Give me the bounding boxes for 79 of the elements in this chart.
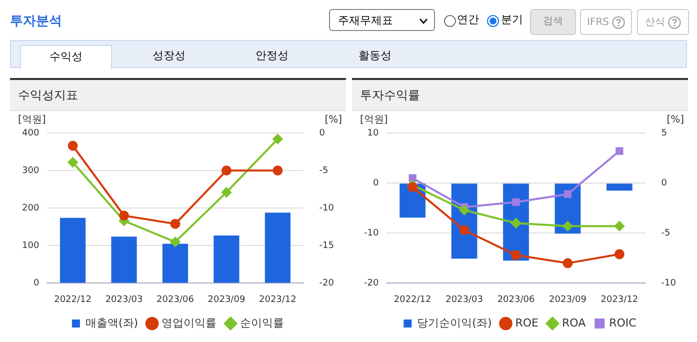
y2-axis-title: [%]: [666, 114, 684, 126]
point: [459, 205, 470, 216]
point: [562, 258, 573, 268]
point: [68, 140, 78, 151]
x-tick-label: 2023/06: [156, 294, 194, 305]
point: [408, 182, 418, 192]
chart-title: 투자수익률: [352, 80, 688, 111]
y2-tick-label: -10: [319, 203, 334, 214]
y-axis-title: [억원]: [360, 114, 388, 126]
legend-label: 당기순이익(좌): [417, 316, 492, 330]
text: 수익성: [20, 45, 112, 69]
y2-tick-label: -5: [319, 166, 328, 176]
text: 안정성: [254, 48, 290, 64]
point: [511, 218, 521, 228]
point: [511, 250, 521, 260]
y-tick-label: 100: [22, 240, 40, 251]
y-tick-label: 0: [33, 278, 40, 289]
legend-label: ROA: [562, 316, 586, 330]
point: [616, 147, 624, 155]
bar: [214, 236, 240, 283]
text: 투자분석: [10, 13, 62, 30]
text: IFRS: [587, 16, 609, 28]
x-tick-label: 2023/03: [446, 294, 483, 305]
chart-title: 수익성지표: [10, 80, 346, 111]
point: [614, 221, 624, 232]
y2-tick-label: -20: [319, 278, 334, 289]
y-tick-label: 300: [22, 166, 40, 176]
y2-tick-label: 5: [661, 128, 668, 138]
y-tick-label: -10: [364, 228, 379, 238]
point: [119, 210, 130, 221]
bar: [162, 244, 188, 283]
y2-tick-label: 0: [319, 128, 326, 138]
legend-label: ROIC: [609, 316, 637, 330]
y-axis-title: [억원]: [18, 114, 46, 126]
y-tick-label: 0: [372, 178, 379, 188]
text: 검색: [530, 9, 576, 35]
legend-label: 영업이익률: [162, 316, 217, 330]
legend-label: 매출액(좌): [85, 316, 138, 330]
point: [170, 218, 180, 229]
point: [221, 166, 232, 176]
point: [564, 190, 572, 198]
x-tick-label: 2023/12: [258, 294, 296, 305]
point: [459, 225, 470, 236]
y-tick-label: 400: [22, 128, 40, 138]
text: 분기: [501, 12, 523, 27]
y2-tick-label: -15: [319, 240, 334, 251]
point: [614, 249, 624, 260]
x-tick-label: 2022/12: [394, 294, 432, 305]
point: [221, 187, 232, 198]
y-tick-label: -20: [364, 278, 379, 289]
y2-tick-label: 0: [661, 178, 668, 188]
x-tick-label: 2023/09: [549, 294, 587, 305]
point: [512, 198, 520, 206]
text: 성장성: [152, 48, 186, 64]
point: [272, 166, 283, 176]
x-tick-label: 2023/06: [497, 294, 535, 305]
text: 주재무제표: [338, 12, 393, 28]
x-tick-label: 2023/03: [105, 294, 143, 305]
point: [272, 134, 283, 144]
text: 연간: [457, 12, 479, 27]
point: [408, 174, 416, 182]
bar: [264, 212, 290, 283]
x-tick-label: 2023/12: [600, 294, 638, 305]
x-tick-label: 2023/09: [208, 294, 246, 305]
legend-label: 순이익률: [240, 316, 284, 330]
bar: [111, 236, 137, 283]
point: [68, 157, 78, 168]
legend-label: ROE: [515, 316, 539, 330]
y2-axis-title: [%]: [324, 114, 342, 126]
y2-tick-label: -10: [661, 278, 676, 289]
text: 활동성: [358, 48, 392, 64]
y-tick-label: 200: [22, 203, 40, 214]
point: [170, 236, 180, 247]
x-tick-label: 2022/12: [54, 294, 92, 305]
point: [562, 221, 573, 232]
text: 산식: [645, 16, 665, 29]
y-tick-label: 10: [367, 128, 379, 138]
y2-tick-label: -5: [661, 228, 670, 238]
bar: [60, 218, 86, 283]
